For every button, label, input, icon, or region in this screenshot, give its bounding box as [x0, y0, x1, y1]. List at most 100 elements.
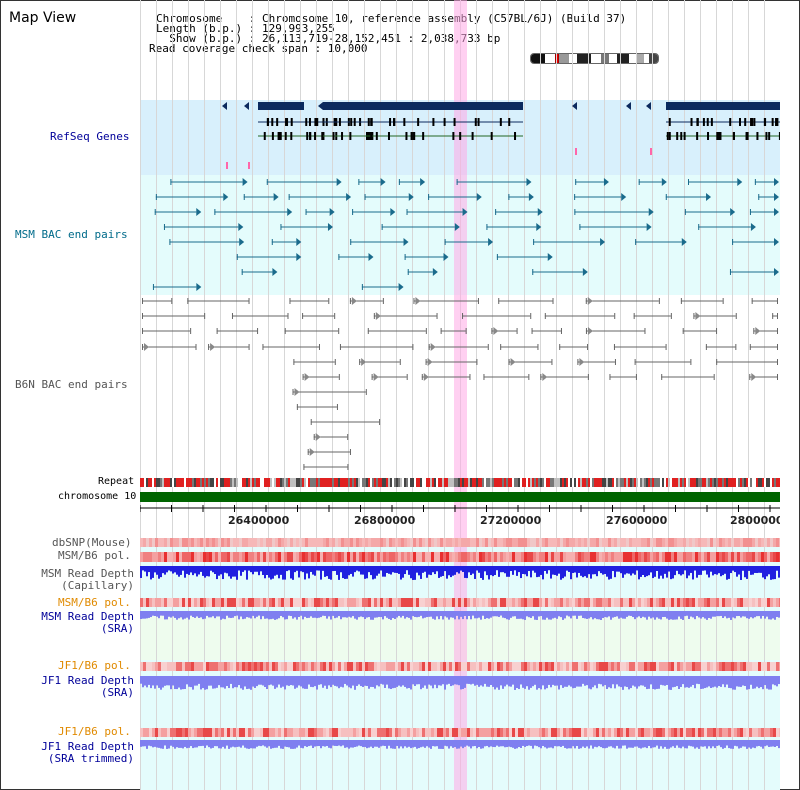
depth-bar — [650, 611, 652, 619]
heat-cell — [434, 552, 437, 562]
repeat-segment — [328, 478, 330, 487]
heat-cell — [542, 538, 545, 547]
heat-cell — [185, 662, 188, 671]
gene-exon — [393, 118, 396, 126]
depth-bar — [444, 740, 446, 746]
heat-cell — [479, 598, 482, 607]
gene-exon — [666, 132, 669, 140]
depth-bar — [748, 566, 750, 571]
depth-bar — [424, 566, 426, 572]
track-label-msm-bac[interactable]: MSM BAC end pairs — [15, 228, 128, 241]
depth-bar — [572, 740, 574, 747]
depth-bar — [758, 740, 760, 746]
depth-bar — [766, 740, 768, 746]
depth-bar — [736, 740, 738, 747]
heat-cell — [740, 598, 743, 607]
track-label-jf1-b6-pol-2[interactable]: JF1/B6 pol. — [58, 725, 131, 738]
depth-bar — [446, 740, 448, 747]
repeat-segment — [586, 478, 588, 487]
depth-bar — [382, 740, 384, 746]
depth-bar — [588, 611, 590, 619]
track-label-refseq[interactable]: RefSeq Genes — [50, 130, 130, 143]
heat-cell — [197, 538, 200, 547]
depth-bar — [248, 740, 250, 749]
depth-bar — [728, 676, 730, 688]
depth-bar — [768, 676, 770, 690]
depth-bar — [384, 566, 386, 577]
track-label-jf1-depth-trim[interactable]: JF1 Read Depth (SRA trimmed) — [41, 740, 134, 765]
depth-bar — [310, 676, 312, 687]
track-label-jf1-b6-pol-1[interactable]: JF1/B6 pol. — [58, 659, 131, 672]
depth-bar — [550, 676, 552, 688]
repeat-segment — [478, 478, 480, 487]
depth-bar — [620, 566, 622, 574]
depth-bar — [380, 676, 382, 684]
track-label-msm-b6-pol-2[interactable]: MSM/B6 pol. — [58, 596, 131, 609]
heat-cell — [566, 552, 569, 562]
depth-bar — [764, 566, 766, 580]
depth-bar — [704, 611, 706, 619]
heat-cell — [473, 662, 476, 671]
depth-bar — [634, 566, 636, 575]
repeat-segment — [646, 478, 648, 487]
heat-cell — [305, 538, 308, 547]
depth-bar — [144, 611, 146, 619]
track-label-dbsnp[interactable]: dbSNP(Mouse) — [52, 536, 132, 549]
heat-cell — [206, 662, 209, 671]
track-label-msm-depth-capillary[interactable]: MSM Read Depth (Capillary) — [41, 567, 134, 592]
depth-bar — [166, 740, 168, 749]
heat-cell — [461, 728, 464, 737]
heat-cell — [161, 728, 164, 737]
heat-cell — [230, 728, 233, 737]
depth-bar — [412, 566, 414, 580]
depth-bar — [756, 566, 758, 574]
track-label-b6n-bac[interactable]: B6N BAC end pairs — [15, 378, 128, 391]
gene-exon — [284, 132, 287, 140]
heat-cell — [701, 728, 704, 737]
genome-browser-plot[interactable]: 26400000 26800000 27200000 27600000 2800… — [140, 0, 780, 790]
depth-bar — [442, 740, 444, 749]
depth-bar — [256, 611, 258, 617]
track-label-msm-depth-sra[interactable]: MSM Read Depth (SRA) — [41, 610, 134, 635]
depth-bar — [776, 676, 778, 687]
repeat-segment — [458, 478, 460, 487]
depth-bar — [392, 676, 394, 689]
track-label-msm-b6-pol-1[interactable]: MSM/B6 pol. — [58, 549, 131, 562]
depth-bar — [318, 566, 320, 571]
depth-bar — [508, 566, 510, 577]
track-label-jf1-depth-sra[interactable]: JF1 Read Depth (SRA) — [41, 674, 134, 699]
heat-cell — [764, 662, 767, 671]
depth-bar — [354, 611, 356, 619]
depth-bar — [498, 676, 500, 690]
gene-exon — [668, 118, 671, 126]
depth-bar — [322, 611, 324, 616]
heat-cell — [194, 662, 197, 671]
depth-bar — [278, 611, 280, 619]
depth-bar — [150, 676, 152, 689]
heat-cell — [776, 662, 779, 671]
chromosome-ideogram[interactable] — [530, 53, 659, 64]
heat-cell — [407, 662, 410, 671]
depth-bar — [564, 676, 566, 687]
repeat-segment — [618, 478, 620, 487]
msm-bac-end — [754, 179, 756, 185]
repeat-segment — [768, 478, 770, 487]
gene-marker — [575, 148, 577, 155]
depth-bar — [750, 676, 752, 685]
msm-bac-arrow — [750, 223, 756, 231]
b6n-bac-end — [440, 328, 442, 334]
heat-cell — [572, 552, 575, 562]
heat-cell — [617, 728, 620, 737]
depth-bar — [662, 676, 664, 686]
depth-bar — [262, 676, 264, 686]
repeat-segment — [276, 478, 278, 487]
depth-bar — [504, 740, 506, 748]
heat-cell — [608, 598, 611, 607]
msm-bac-arrow — [329, 208, 335, 216]
heat-cell — [305, 662, 308, 671]
depth-bar — [242, 611, 244, 620]
depth-bar — [656, 676, 658, 689]
msm-bac-arrow — [476, 193, 482, 201]
depth-bar — [596, 740, 598, 748]
depth-bar — [350, 676, 352, 689]
